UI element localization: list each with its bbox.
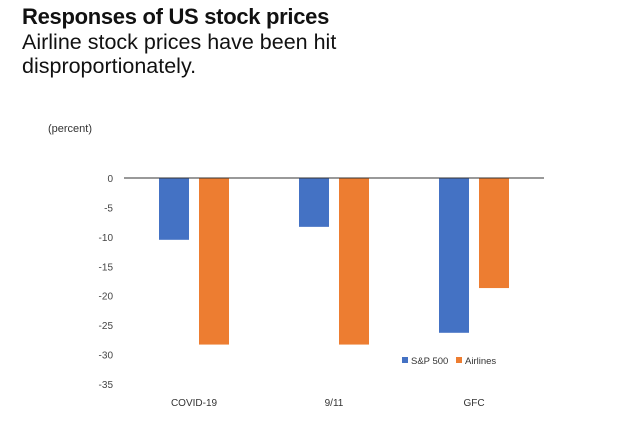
bar-s-p-500-gfc	[439, 178, 469, 333]
chart-title: Responses of US stock prices	[22, 4, 330, 29]
bar-airlines-9-11	[339, 178, 369, 345]
y-axis-unit-label: (percent)	[48, 123, 93, 135]
legend-swatch-0	[402, 357, 408, 363]
y-tick-label: -30	[99, 351, 114, 362]
legend-label: S&P 500	[411, 356, 448, 367]
bar-airlines-covid-19	[199, 178, 229, 345]
y-tick-label: -25	[99, 321, 114, 332]
bar-s-p-500-9-11	[299, 178, 329, 227]
x-category-label: GFC	[463, 398, 484, 409]
y-tick-label: -35	[99, 380, 114, 391]
legend-label: Airlines	[465, 356, 496, 367]
chart-subtitle: Airline stock prices have been hit dispr…	[22, 30, 337, 78]
y-tick-label: -10	[99, 233, 114, 244]
y-tick-label: -15	[99, 262, 114, 273]
x-category-label: COVID-19	[171, 398, 218, 409]
y-tick-label: 0	[107, 174, 113, 185]
y-tick-label: -20	[99, 292, 114, 303]
bar-airlines-gfc	[479, 178, 509, 289]
y-tick-label: -5	[104, 203, 113, 214]
bar-s-p-500-covid-19	[159, 178, 189, 240]
legend-swatch-1	[456, 357, 462, 363]
x-category-label: 9/11	[325, 398, 344, 409]
